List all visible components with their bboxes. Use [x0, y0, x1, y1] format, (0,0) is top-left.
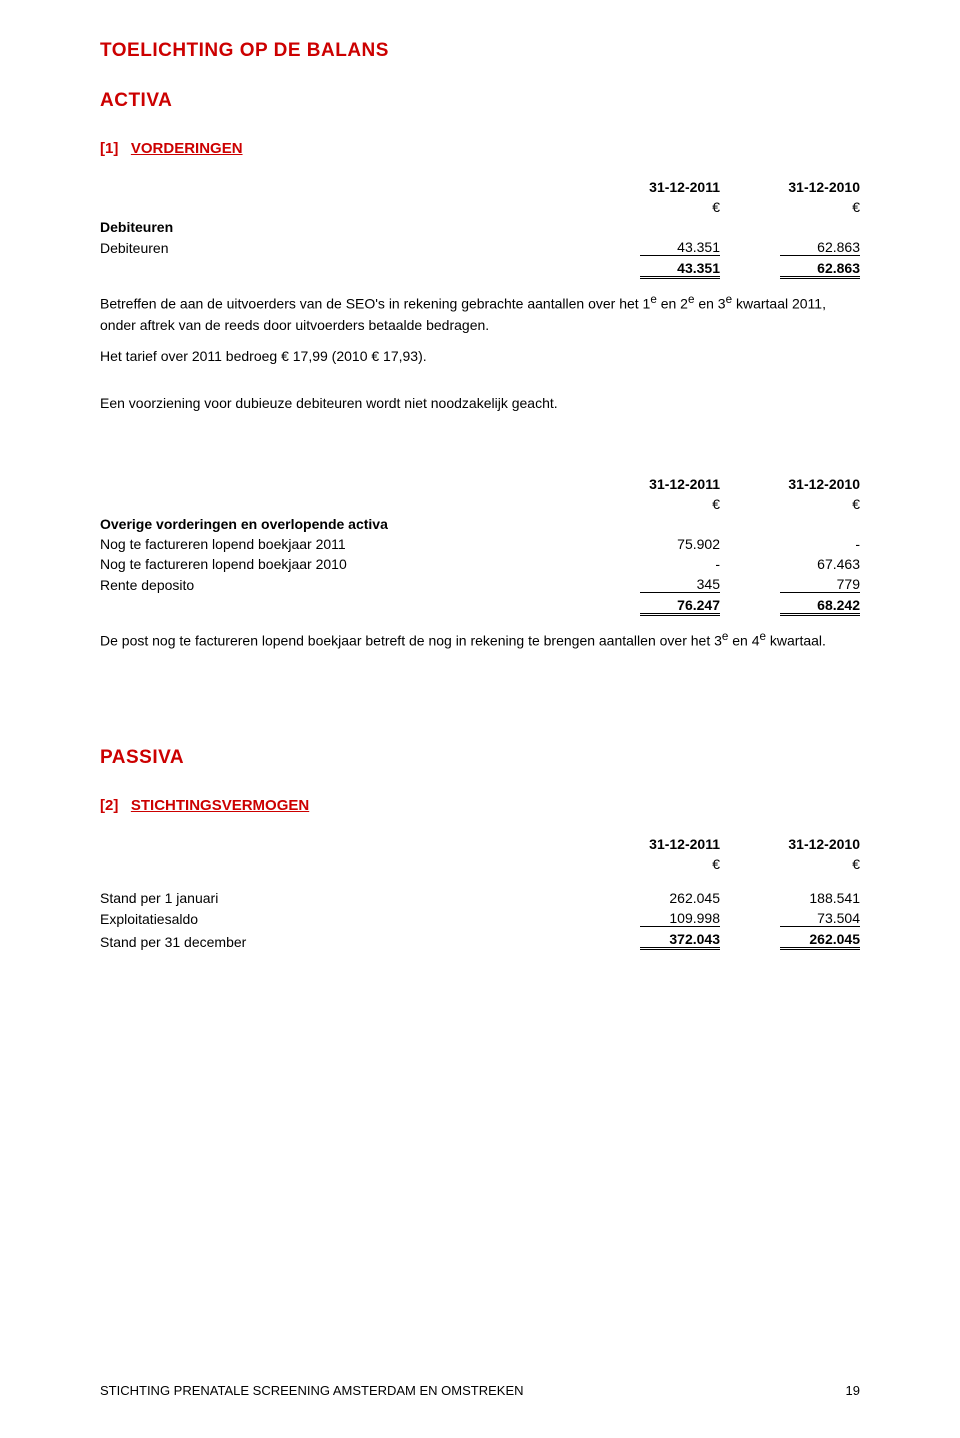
t3-currency-1: €: [580, 854, 720, 874]
t2-row1-label: Nog te factureren lopend boekjaar 2010: [100, 554, 580, 574]
debiteuren-row-label: Debiteuren: [100, 237, 580, 258]
activa-heading: ACTIVA: [100, 90, 860, 112]
t2-row0-label: Nog te factureren lopend boekjaar 2011: [100, 534, 580, 554]
overige-table: 31-12-2011 31-12-2010 € € Overige vorder…: [100, 474, 860, 618]
col-head-2: 31-12-2010: [720, 177, 860, 197]
t3-row1-label: Exploitatiesaldo: [100, 908, 580, 929]
t3-row2-v1: 372.043: [640, 931, 720, 950]
section-2-heading: [2] STICHTINGSVERMOGEN: [100, 797, 860, 814]
debiteuren-total-v1: 43.351: [640, 260, 720, 279]
t2-currency-2: €: [720, 494, 860, 514]
col-head-1: 31-12-2011: [580, 177, 720, 197]
section-2-bracket: [2]: [100, 797, 118, 814]
debiteuren-total-v2: 62.863: [780, 260, 860, 279]
para-3: Een voorziening voor dubieuze debiteuren…: [100, 393, 860, 414]
section-1-heading: [1] VORDERINGEN: [100, 140, 860, 157]
para-4: De post nog te factureren lopend boekjaa…: [100, 628, 860, 652]
page-footer: STICHTING PRENATALE SCREENING AMSTERDAM …: [100, 1383, 860, 1398]
currency-2: €: [720, 197, 860, 217]
t2-row0-v1: 75.902: [580, 534, 720, 554]
stichtingsvermogen-table: 31-12-2011 31-12-2010 € € Stand per 1 ja…: [100, 834, 860, 952]
page-title: TOELICHTING OP DE BALANS: [100, 40, 860, 62]
section-1-bracket: [1]: [100, 140, 118, 157]
t2-col-head-1: 31-12-2011: [580, 474, 720, 494]
overige-group: Overige vorderingen en overlopende activ…: [100, 514, 580, 534]
t3-row0-v2: 188.541: [720, 888, 860, 908]
section-1-label: VORDERINGEN: [131, 140, 243, 157]
t3-row0-label: Stand per 1 januari: [100, 888, 580, 908]
debiteuren-v1: 43.351: [640, 239, 720, 256]
t3-col-head-1: 31-12-2011: [580, 834, 720, 854]
t2-total-v2: 68.242: [780, 597, 860, 616]
t3-currency-2: €: [720, 854, 860, 874]
currency-1: €: [580, 197, 720, 217]
t2-row2-v1: 345: [640, 576, 720, 593]
t2-col-head-2: 31-12-2010: [720, 474, 860, 494]
debiteuren-v2: 62.863: [780, 239, 860, 256]
t2-row0-v2: -: [720, 534, 860, 554]
t2-total-v1: 76.247: [640, 597, 720, 616]
t3-row1-v2: 73.504: [780, 910, 860, 927]
passiva-heading: PASSIVA: [100, 747, 860, 769]
t2-currency-1: €: [580, 494, 720, 514]
t3-row0-v1: 262.045: [580, 888, 720, 908]
t3-row1-v1: 109.998: [640, 910, 720, 927]
t3-row2-v2: 262.045: [780, 931, 860, 950]
para-2: Het tarief over 2011 bedroeg € 17,99 (20…: [100, 346, 860, 367]
t2-row1-v1: -: [580, 554, 720, 574]
footer-left: STICHTING PRENATALE SCREENING AMSTERDAM …: [100, 1383, 524, 1398]
debiteuren-table: 31-12-2011 31-12-2010 € € Debiteuren Deb…: [100, 177, 860, 281]
footer-right: 19: [846, 1383, 860, 1398]
t2-row2-v2: 779: [780, 576, 860, 593]
t3-row2-label: Stand per 31 december: [100, 929, 580, 952]
debiteuren-group: Debiteuren: [100, 217, 580, 237]
section-2-label: STICHTINGSVERMOGEN: [131, 797, 309, 814]
t2-row2-label: Rente deposito: [100, 574, 580, 595]
t3-col-head-2: 31-12-2010: [720, 834, 860, 854]
t2-row1-v2: 67.463: [720, 554, 860, 574]
para-1: Betreffen de aan de uitvoerders van de S…: [100, 291, 860, 336]
